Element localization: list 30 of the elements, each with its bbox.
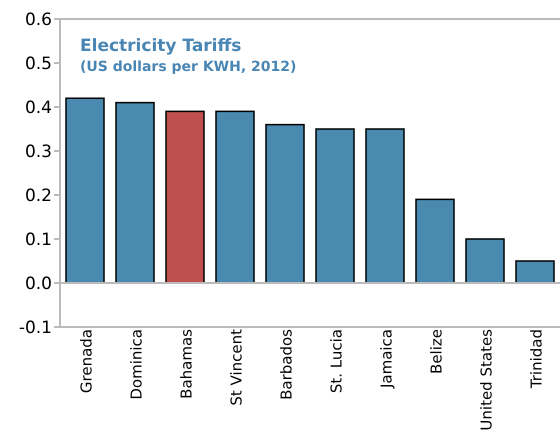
y-tick-label: 0.6 bbox=[24, 10, 52, 30]
x-tick-label: Jamaica bbox=[378, 329, 396, 390]
bar bbox=[265, 124, 305, 284]
y-tick-label: 0.0 bbox=[24, 274, 52, 294]
bar bbox=[165, 110, 205, 284]
bar bbox=[515, 260, 555, 284]
x-tick-label: United States bbox=[478, 328, 496, 431]
x-tick-label: St. Lucia bbox=[328, 329, 346, 394]
x-tick-label: St Vincent bbox=[228, 328, 246, 406]
text: (US dollars per KWH, 2012) bbox=[80, 59, 296, 75]
y-tick-label: 0.2 bbox=[24, 186, 52, 206]
x-tick-label: Barbados bbox=[278, 328, 296, 400]
x-tick-label: Belize bbox=[428, 329, 446, 374]
x-tick-label: Bahamas bbox=[178, 328, 196, 399]
x-tick-label: Trinidad bbox=[528, 329, 546, 390]
bar bbox=[215, 110, 255, 284]
y-tick-label: 0.4 bbox=[24, 98, 52, 118]
x-tick-label: Dominica bbox=[128, 329, 146, 400]
bar bbox=[65, 97, 105, 284]
bar bbox=[465, 238, 505, 284]
bar bbox=[115, 102, 155, 284]
bar bbox=[365, 128, 405, 284]
y-tick-label: -0.1 bbox=[18, 318, 52, 338]
text: Electricity Tariffs bbox=[80, 36, 242, 56]
bar bbox=[315, 128, 355, 284]
y-tick-label: 0.5 bbox=[24, 54, 52, 74]
y-tick-label: 0.1 bbox=[24, 230, 52, 250]
y-tick-label: 0.3 bbox=[24, 142, 52, 162]
x-tick-label: Grenada bbox=[78, 329, 96, 394]
bar bbox=[415, 198, 455, 284]
